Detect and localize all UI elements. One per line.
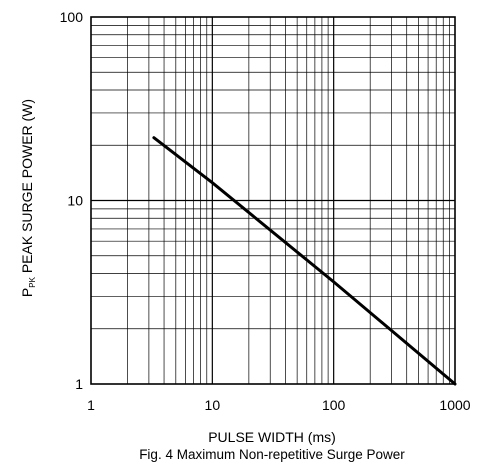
y-tick-label: 10 bbox=[67, 193, 83, 209]
x-tick-labels: 1 10 100 1000 bbox=[87, 397, 471, 413]
x-tick-label: 10 bbox=[205, 397, 221, 413]
y-axis-label-text: PEAK SURGE POWER (W) bbox=[19, 99, 35, 277]
x-tick-label: 100 bbox=[322, 397, 346, 413]
x-tick-label: 1000 bbox=[439, 397, 470, 413]
y-axis-label-subscript: PK bbox=[28, 276, 37, 287]
series-layer bbox=[152, 136, 457, 386]
y-tick-label: 1 bbox=[75, 376, 83, 392]
y-tick-label: 100 bbox=[60, 9, 84, 25]
y-axis-label-prefix: P bbox=[19, 288, 35, 297]
x-tick-label: 1 bbox=[87, 397, 95, 413]
y-axis-label: PPK PEAK SURGE POWER (W) bbox=[19, 99, 37, 297]
series-line bbox=[152, 136, 457, 386]
y-tick-labels: 1 10 100 bbox=[60, 9, 84, 392]
plot-area-frame bbox=[90, 16, 456, 385]
figure-caption: Fig. 4 Maximum Non-repetitive Surge Powe… bbox=[139, 447, 405, 462]
x-axis-label: PULSE WIDTH (ms) bbox=[208, 429, 336, 445]
major-gridlines bbox=[91, 17, 455, 384]
